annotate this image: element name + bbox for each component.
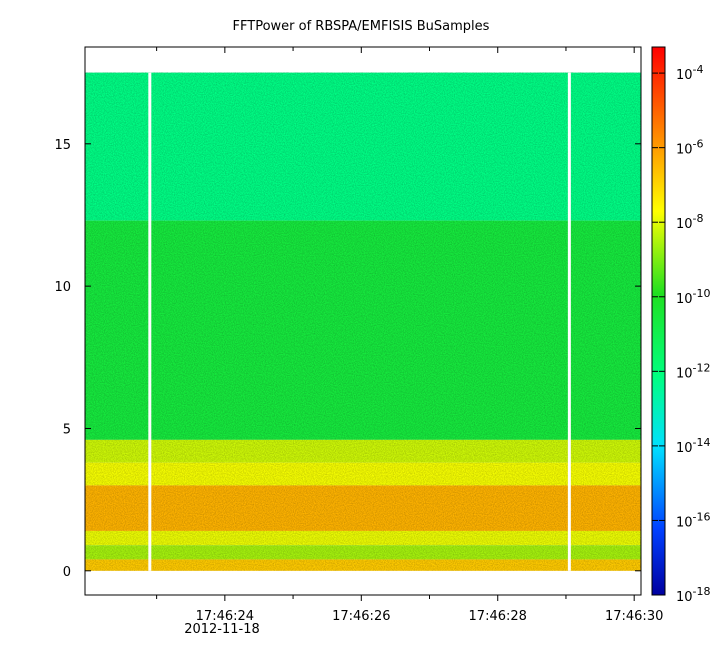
plot-frame (84, 46, 642, 596)
noise-texture (85, 72, 641, 571)
colorbar-tick-label: 10-8 (676, 212, 704, 232)
x-tick-label: 17:46:24 (196, 609, 254, 624)
x-tick-label: 17:46:30 (605, 609, 663, 624)
chart-title: FFTPower of RBSPA/EMFISIS BuSamples (233, 19, 490, 34)
data-gap (567, 72, 571, 571)
plot-area (85, 72, 641, 571)
y-tick-label: 0 (63, 565, 71, 580)
colorbar-tick-label: 10-16 (676, 510, 711, 530)
colorbar-tick-label: 10-4 (676, 63, 704, 83)
y-tick-label: 10 (54, 280, 71, 295)
colorbar-tick-label: 10-6 (676, 138, 704, 158)
colorbar-tick-label: 10-10 (676, 287, 711, 307)
colorbar-tick-label: 10-18 (676, 585, 711, 605)
x-tick-label: 17:46:28 (469, 609, 527, 624)
y-tick-label: 5 (63, 422, 71, 437)
colorbar (651, 46, 666, 596)
x-date-label: 2012-11-18 (184, 622, 260, 637)
x-tick-label: 17:46:26 (332, 609, 390, 624)
colorbar-tick-label: 10-12 (676, 361, 711, 381)
y-tick-label: 15 (54, 138, 71, 153)
colorbar-tick-label: 10-14 (676, 436, 711, 456)
data-gap (148, 72, 152, 571)
